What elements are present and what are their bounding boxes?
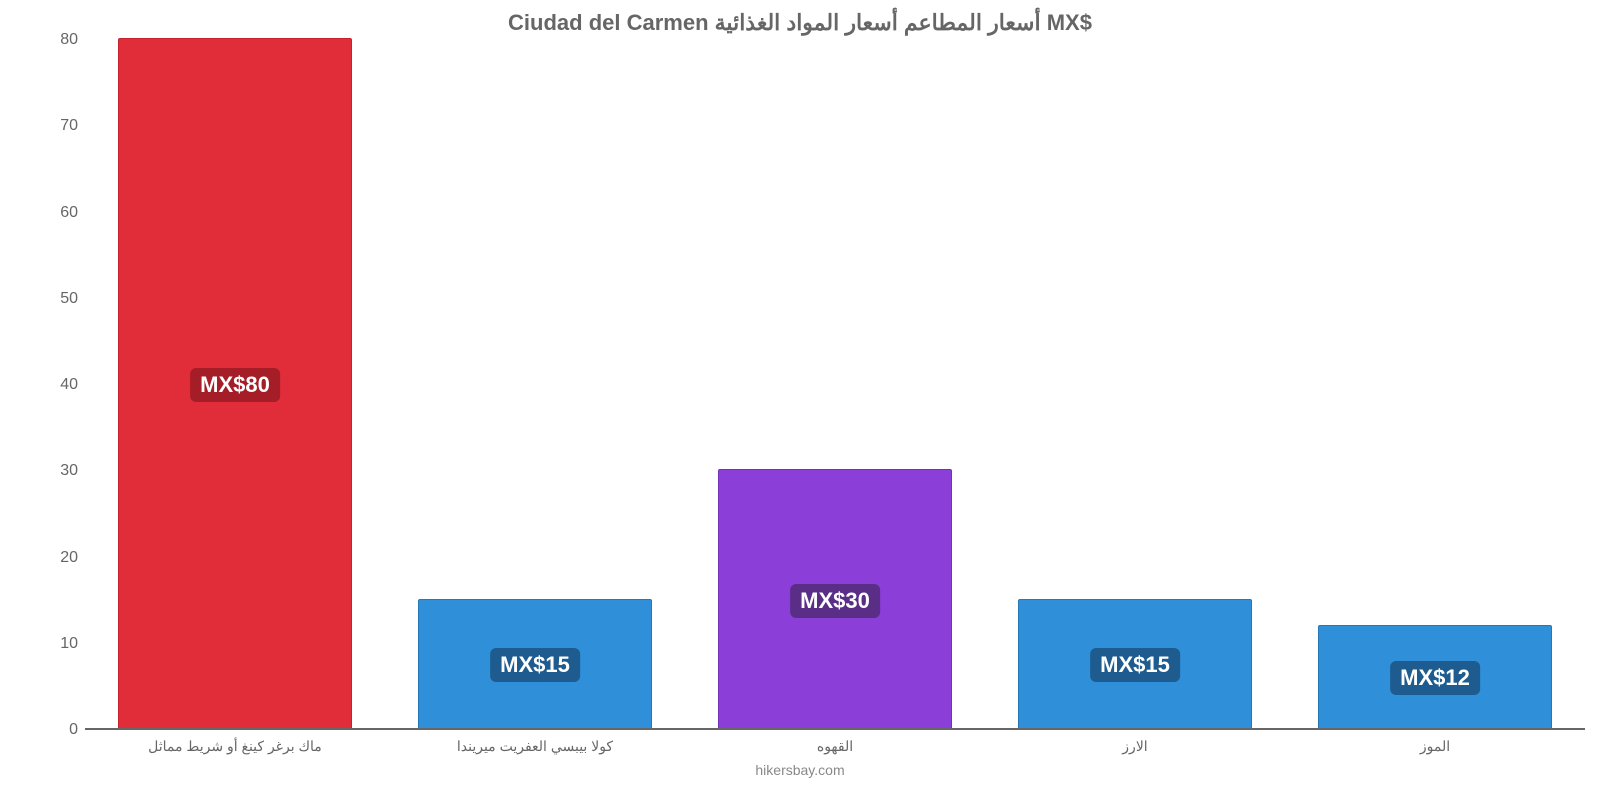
chart-title: Ciudad del Carmen أسعار المطاعم أسعار ال…	[0, 10, 1600, 36]
y-tick: 50	[48, 290, 78, 308]
y-tick: 60	[48, 204, 78, 222]
bars-container: MX$80 MX$15 MX$30 MX$15 MX$12	[85, 40, 1585, 728]
plot-area: MX$80 MX$15 MX$30 MX$15 MX$12	[85, 40, 1585, 730]
value-badge: MX$80	[190, 368, 280, 402]
value-badge: MX$12	[1390, 661, 1480, 695]
y-tick: 10	[48, 635, 78, 653]
x-axis-label: الموز	[1285, 738, 1585, 755]
y-tick: 70	[48, 117, 78, 135]
value-badge: MX$15	[490, 648, 580, 682]
y-tick: 20	[48, 549, 78, 567]
value-badge: MX$30	[790, 584, 880, 618]
y-tick: 0	[48, 721, 78, 739]
y-tick: 80	[48, 31, 78, 49]
x-axis-label: كولا بيبسي العفريت ميريندا	[385, 738, 685, 755]
x-axis-label: الارز	[985, 738, 1285, 755]
y-tick: 30	[48, 462, 78, 480]
x-axis-label: ماك برغر كينغ أو شريط مماثل	[85, 738, 385, 755]
value-badge: MX$15	[1090, 648, 1180, 682]
x-axis-label: القهوه	[685, 738, 985, 755]
y-tick: 40	[48, 376, 78, 394]
chart-footer: hikersbay.com	[0, 762, 1600, 778]
